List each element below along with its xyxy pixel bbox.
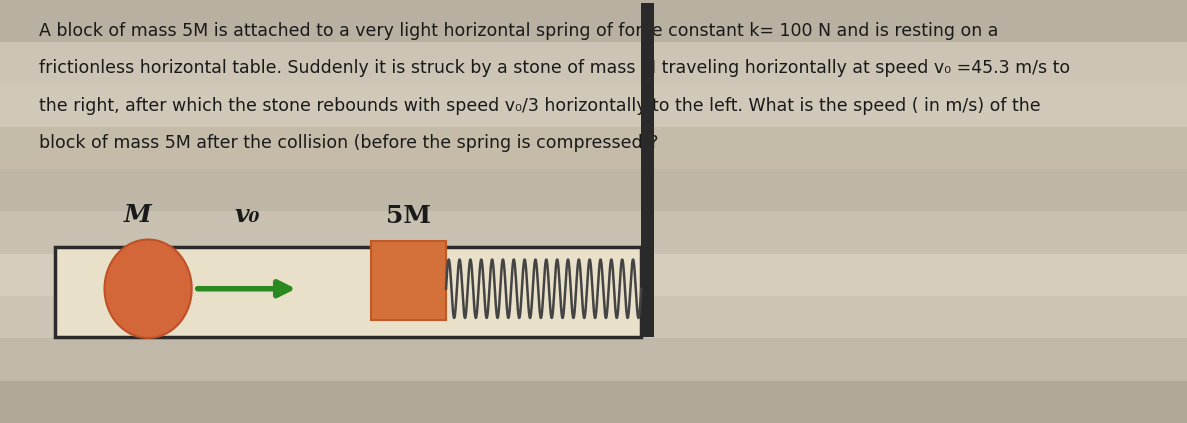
Bar	[55, 247, 641, 337]
Text: M: M	[123, 203, 152, 227]
Text: A block of mass 5M is attached to a very light horizontal spring of force consta: A block of mass 5M is attached to a very…	[39, 22, 998, 40]
Bar	[372, 241, 446, 320]
Text: the right, after which the stone rebounds with speed v₀/3 horizontally to the le: the right, after which the stone rebound…	[39, 97, 1041, 115]
Text: block of mass 5M after the collision (before the spring is compressed)?: block of mass 5M after the collision (be…	[39, 134, 659, 152]
Text: 5M: 5M	[386, 204, 431, 228]
Bar	[641, 3, 654, 337]
Ellipse shape	[104, 239, 192, 338]
Text: v₀: v₀	[234, 203, 260, 227]
Text: frictionless horizontal table. Suddenly it is struck by a stone of mass M travel: frictionless horizontal table. Suddenly …	[39, 59, 1071, 77]
